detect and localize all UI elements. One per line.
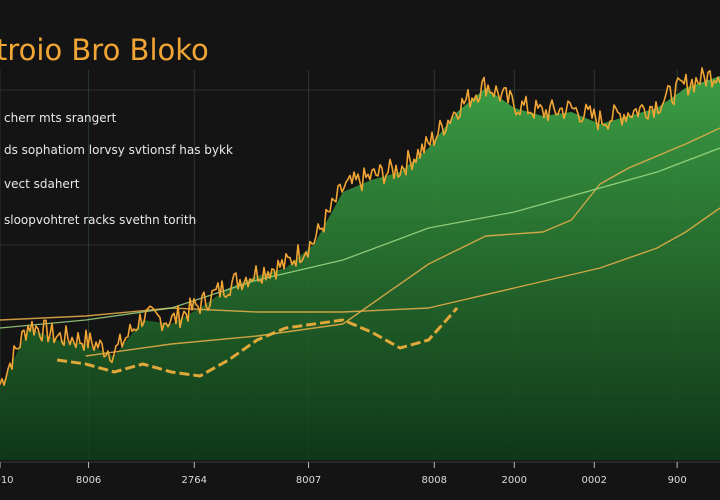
green-line-4	[0, 147, 720, 329]
x-tick-label-8: 900	[668, 475, 687, 486]
x-tick-label-2: 8006	[76, 475, 101, 486]
spike-layer	[0, 67, 720, 386]
trend-line-2	[85, 127, 720, 357]
spike-edge	[0, 67, 720, 386]
x-tick-label-5: 8008	[422, 475, 447, 486]
area-fill	[0, 76, 720, 460]
trend-line-3	[0, 207, 720, 321]
x-tick-label-4: 8007	[296, 475, 321, 486]
annotation-1: cherr mts srangert	[4, 111, 117, 125]
annotation-2: ds sophatiom lorvsy svtionsf has bykk	[4, 143, 233, 157]
x-tick-label-1: 010	[0, 475, 14, 486]
annotation-4: sloopvohtret racks svethn torith	[4, 213, 196, 227]
x-tick-label-3: 2764	[182, 475, 207, 486]
line-layer	[0, 127, 720, 378]
annotation-3: vect sdahert	[4, 177, 80, 191]
x-tick-label-7: 0002	[582, 475, 607, 486]
x-axis-ticks: 010 8006 2764 8007 8008 2000 0002 900	[0, 461, 720, 486]
x-tick-label-6: 2000	[502, 475, 527, 486]
area-layer	[0, 76, 720, 460]
chart-title: troio Bro Bloko	[0, 33, 209, 67]
dashed-line-1	[56, 307, 459, 378]
